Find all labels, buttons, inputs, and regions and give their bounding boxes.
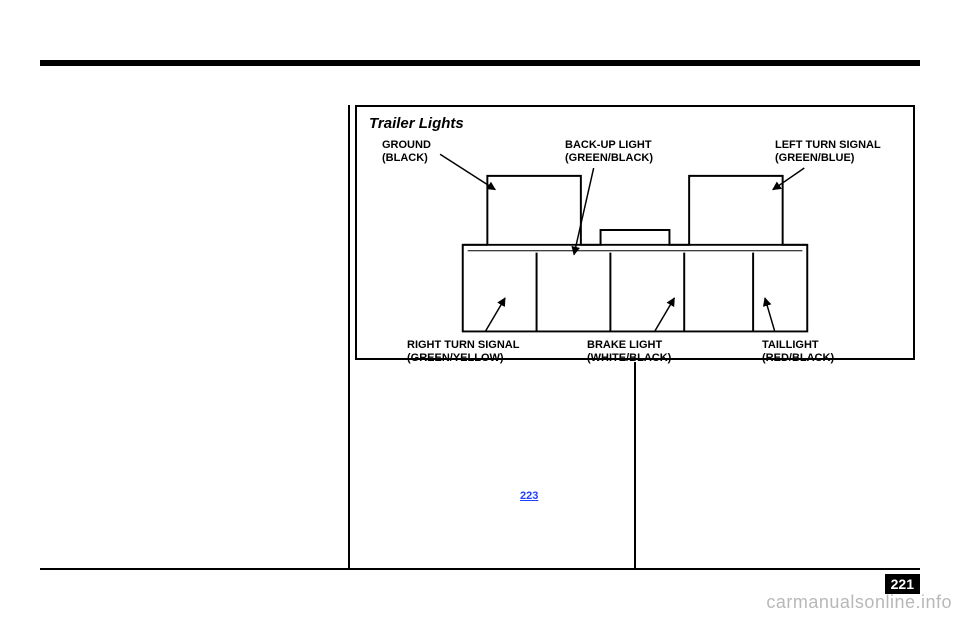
label-right-turn: RIGHT TURN SIGNAL (GREEN/YELLOW) [407, 339, 519, 364]
connector-outline [463, 176, 808, 332]
label-ground-line1: GROUND [382, 139, 431, 151]
page: Trailer Lights [0, 0, 960, 617]
arrow-ground [440, 154, 495, 189]
label-brake-line1: BRAKE LIGHT [587, 339, 662, 351]
column-separator-left [348, 105, 350, 570]
label-right-turn-line2: (GREEN/YELLOW) [407, 352, 504, 364]
label-taillight-line2: (RED/BLACK) [762, 352, 834, 364]
label-backup: BACK-UP LIGHT (GREEN/BLACK) [565, 139, 653, 164]
page-number: 221 [885, 574, 920, 594]
column-separator-mid [634, 362, 636, 570]
label-ground-line2: (BLACK) [382, 152, 428, 164]
bottom-border-rule [40, 568, 920, 570]
label-taillight: TAILLIGHT (RED/BLACK) [762, 339, 834, 364]
left-column [40, 105, 340, 550]
top-border-rule [40, 60, 920, 66]
label-ground: GROUND (BLACK) [382, 139, 431, 164]
label-backup-line1: BACK-UP LIGHT [565, 139, 652, 151]
label-brake-line2: (WHITE/BLACK) [587, 352, 671, 364]
diagram-frame: Trailer Lights [355, 105, 915, 360]
watermark: carmanualsonline.info [766, 592, 952, 613]
label-brake: BRAKE LIGHT (WHITE/BLACK) [587, 339, 671, 364]
label-right-turn-line1: RIGHT TURN SIGNAL [407, 339, 519, 351]
page-ref-link[interactable]: 223 [520, 490, 538, 502]
label-taillight-line1: TAILLIGHT [762, 339, 819, 351]
label-left-turn-line2: (GREEN/BLUE) [775, 152, 854, 164]
label-left-turn-line1: LEFT TURN SIGNAL [775, 139, 881, 151]
label-backup-line2: (GREEN/BLACK) [565, 152, 653, 164]
label-left-turn: LEFT TURN SIGNAL (GREEN/BLUE) [775, 139, 881, 164]
